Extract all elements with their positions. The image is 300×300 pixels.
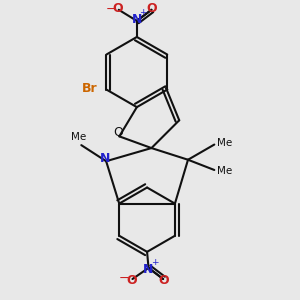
Text: O: O xyxy=(127,274,137,287)
Text: O: O xyxy=(113,2,123,15)
Text: N: N xyxy=(100,152,110,165)
Text: −: − xyxy=(105,3,116,16)
Text: N: N xyxy=(132,13,142,26)
Text: Me: Me xyxy=(217,167,232,176)
Text: +: + xyxy=(140,8,147,17)
Text: O: O xyxy=(158,274,169,287)
Text: O: O xyxy=(147,2,158,15)
Text: Me: Me xyxy=(217,138,232,148)
Text: N: N xyxy=(143,263,154,276)
Text: +: + xyxy=(151,258,159,267)
Text: O: O xyxy=(113,126,123,140)
Text: −: − xyxy=(119,272,130,285)
Text: Me: Me xyxy=(71,132,87,142)
Text: Br: Br xyxy=(82,82,98,94)
